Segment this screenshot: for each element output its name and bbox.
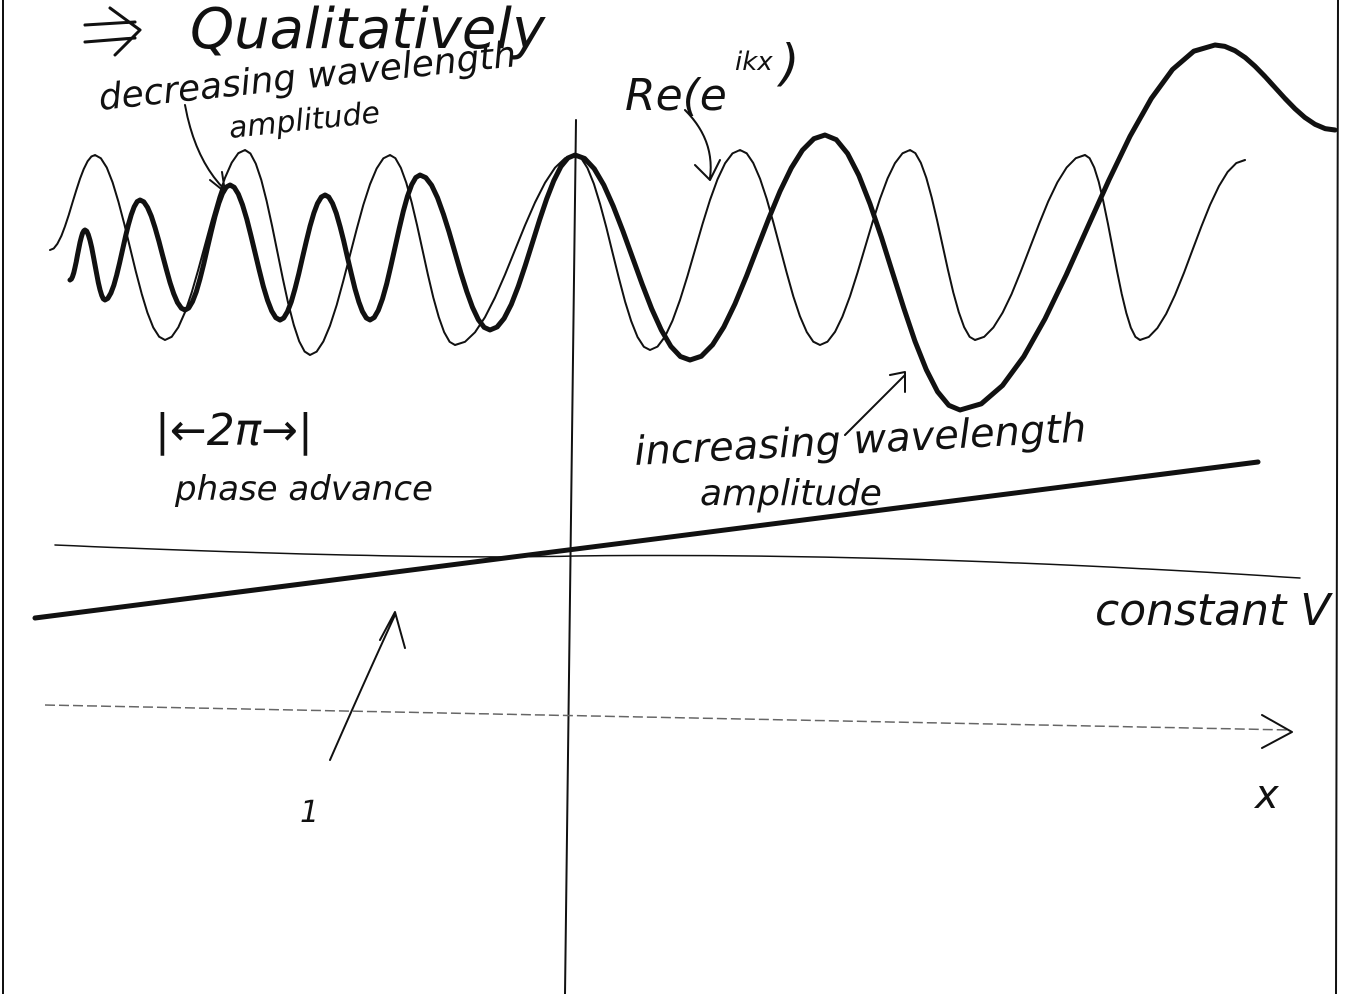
annotation: ) — [776, 34, 800, 92]
annotation: amplitude — [700, 473, 882, 514]
annotation: Re(e — [625, 70, 727, 121]
annotation: constant V — [1095, 585, 1333, 636]
annotation: phase advance — [174, 469, 433, 509]
annotation: |←2π→| — [155, 405, 313, 456]
axis-label: x — [1253, 772, 1279, 818]
page: Qualitatively decreasing wavelength ampl… — [0, 0, 1364, 994]
annotation: 1 — [300, 795, 319, 830]
annotation: ikx — [735, 47, 773, 77]
